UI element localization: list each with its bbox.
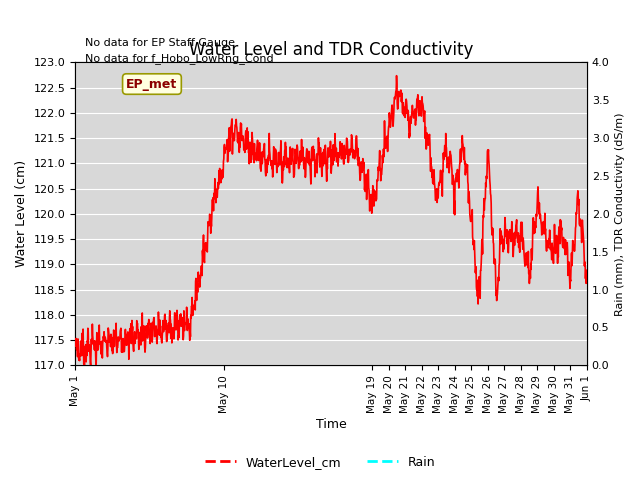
Legend: WaterLevel_cm, Rain: WaterLevel_cm, Rain xyxy=(200,451,440,474)
Y-axis label: Rain (mm), TDR Conductivity (dS/m): Rain (mm), TDR Conductivity (dS/m) xyxy=(615,112,625,315)
Text: No data for EP Staff Gauge: No data for EP Staff Gauge xyxy=(85,38,236,48)
Text: No data for f_Hobo_LowRng_Cond: No data for f_Hobo_LowRng_Cond xyxy=(85,53,274,64)
Text: EP_met: EP_met xyxy=(126,78,177,91)
Y-axis label: Water Level (cm): Water Level (cm) xyxy=(15,160,28,267)
Title: Water Level and TDR Conductivity: Water Level and TDR Conductivity xyxy=(189,41,473,60)
X-axis label: Time: Time xyxy=(316,419,346,432)
